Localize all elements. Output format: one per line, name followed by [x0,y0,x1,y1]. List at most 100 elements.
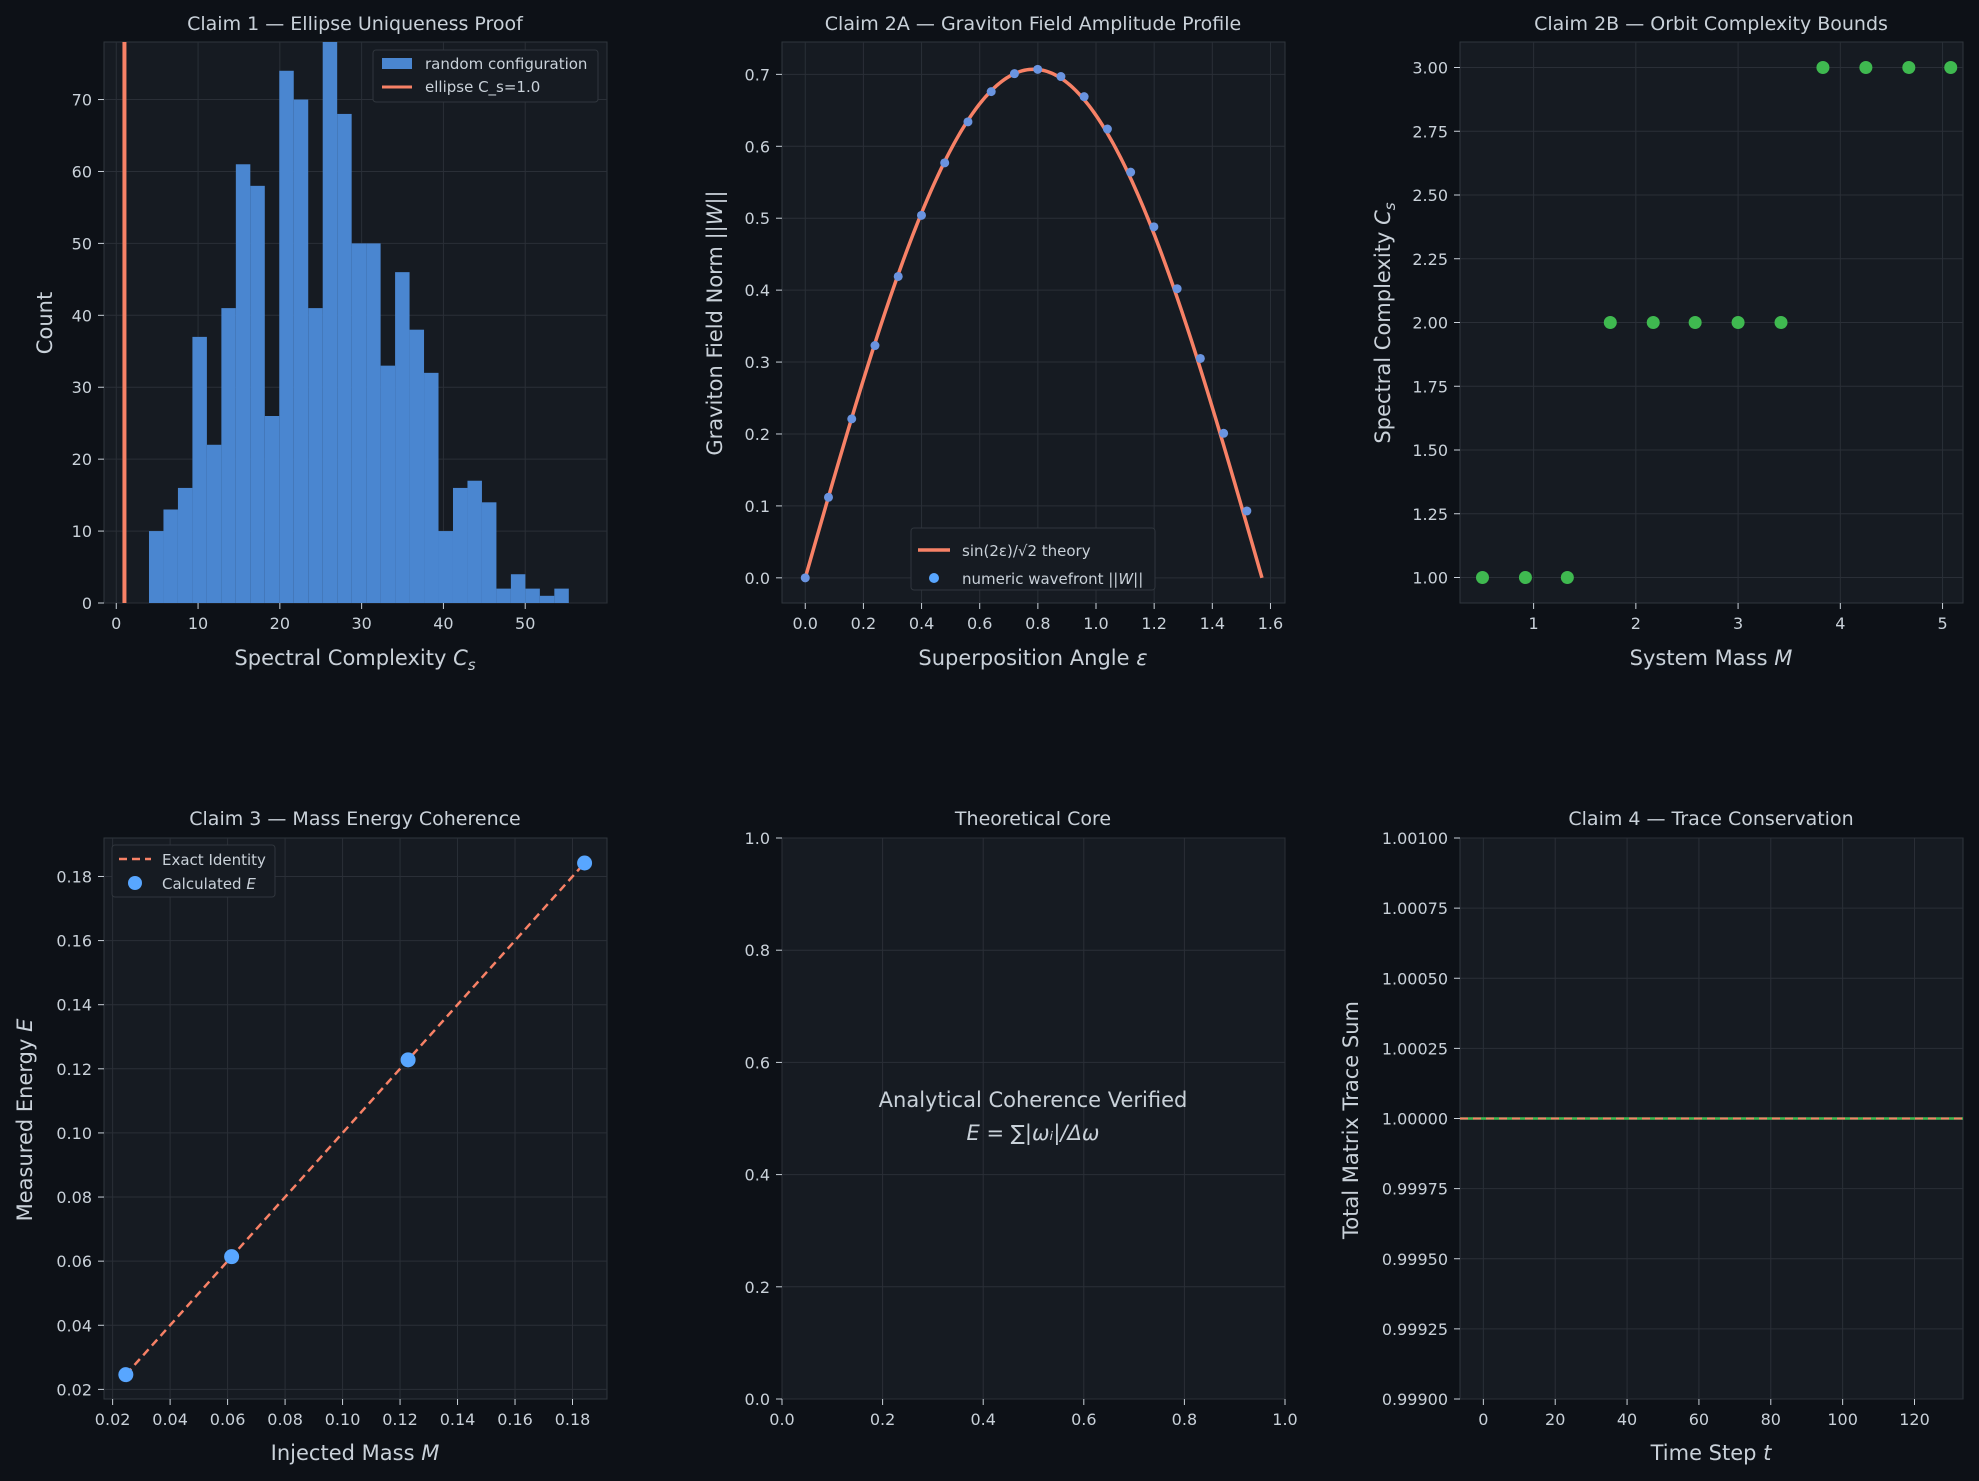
histogram-bar [510,574,526,603]
histogram-bar [481,502,497,603]
tick-labels: 0 20 40 60 80 100 120 0.99900 0.99925 0.99950 0.99… [1382,829,1930,1429]
y-tick-label: 0.08 [56,1188,92,1207]
x-tick-label: 2 [1631,614,1641,633]
y-tick-label: 1.00100 [1382,829,1448,848]
x-tick-label: 1.4 [1200,614,1225,633]
x-tick-label: 80 [1761,1410,1781,1429]
histogram-bar [148,531,164,603]
x-axis-label: Injected Mass M [271,1441,440,1465]
histogram-bar [395,272,410,603]
plot-area [781,837,1286,1400]
complexity-point [1475,571,1489,584]
x-tick-label: 1.2 [1141,614,1166,633]
y-axis-label: Spectral Complexity Cs [1371,202,1399,443]
x-tick-label: 20 [270,614,290,633]
histogram-bar [264,416,280,603]
histogram-bar [279,70,294,604]
y-tick-label: 0.3 [745,353,770,372]
grid [782,42,1285,603]
panel-claim3: 0.02 0.04 0.06 0.08 0.10 0.12 0.14 0.16 0.18 0.02… [13,808,608,1465]
numeric-point [940,158,950,168]
numeric-point [1242,506,1252,516]
numeric-point [1102,124,1112,134]
chart-title: Claim 1 — Ellipse Uniqueness Proof [187,13,524,35]
histogram-bar [192,336,207,603]
y-tick-label: 0.6 [745,1053,770,1072]
numeric-point [1009,69,1019,79]
y-tick-label: 0.99950 [1382,1250,1448,1269]
x-axis-label: Superposition Angle ε [918,646,1147,670]
complexity-point [1944,61,1958,74]
legend-box [910,527,1156,591]
y-tick-label: 0.16 [56,932,92,951]
legend-swatch-histogram [382,58,412,69]
grid [781,837,1286,1400]
complexity-point [1902,61,1916,74]
legend-box [111,844,276,898]
y-tick-label: 1.0 [745,829,770,848]
x-tick-label: 0.18 [555,1410,591,1429]
x-tick-label: 0.6 [967,614,992,633]
y-tick-label: 0.18 [56,867,92,886]
x-tick-label: 0.10 [325,1410,361,1429]
y-tick-label: 0.06 [56,1252,92,1271]
x-tick-label: 0 [1478,1410,1488,1429]
complexity-point [1646,316,1660,329]
y-tick-label: 0.7 [745,65,770,84]
histogram-bar [409,329,425,603]
x-axis-label: System Mass M [1630,646,1793,670]
numeric-point [1126,167,1136,177]
annotation-line-1: Analytical Coherence Verified [879,1088,1188,1112]
y-tick-label: 0.6 [745,137,770,156]
y-tick-label: 10 [72,522,92,541]
histogram-bar [337,113,352,603]
numeric-point [1149,222,1159,232]
x-tick-label: 1.0 [1083,614,1108,633]
x-tick-label: 0.8 [1172,1410,1197,1429]
x-tick-label: 0.2 [870,1410,895,1429]
numeric-point [1033,64,1043,74]
histogram-bar [366,243,381,603]
histogram-bar [177,487,193,603]
plot-area [781,41,1286,604]
numeric-point [963,117,973,127]
y-tick-label: 0.8 [745,941,770,960]
x-tick-label: 20 [1545,1410,1565,1429]
complexity-point [1859,61,1873,74]
histogram-bar [496,588,511,603]
y-tick-label: 1.75 [1412,377,1448,396]
x-axis-label: Time Step t [1650,1441,1773,1465]
y-tick-label: 0.02 [56,1380,92,1399]
histogram-bar [250,185,265,603]
histogram-bar [308,308,323,603]
numeric-point [823,492,833,502]
calculated-point [577,855,593,871]
y-axis-label: Count [33,292,57,354]
histogram-bar [322,42,338,603]
x-tick-label: 1.0 [1272,1410,1297,1429]
chart-title: Claim 2B — Orbit Complexity Bounds [1534,13,1888,35]
complexity-point [1816,61,1830,74]
tick-labels: 0.0 0.2 0.4 0.6 0.8 1.0 0.0 0.2 0.4 0.6 0.8 1.0 [745,829,1298,1429]
histogram-bar [163,509,178,603]
calculated-point [400,1052,416,1068]
x-tick-label: 0.12 [382,1410,418,1429]
histogram-bar [438,531,453,603]
y-tick-label: 0.12 [56,1060,92,1079]
x-tick-label: 100 [1827,1410,1858,1429]
y-tick-label: 2.25 [1412,250,1448,269]
legend-swatch-numeric [929,573,939,583]
legend: Exact Identity Calculated E [111,844,276,898]
chart-title: Claim 4 — Trace Conservation [1568,808,1853,830]
y-tick-label: 2.50 [1412,186,1448,205]
x-tick-label: 0.2 [851,614,876,633]
histogram-bar [235,164,251,603]
numeric-point [1195,353,1205,363]
tick-labels: 0.02 0.04 0.06 0.08 0.10 0.12 0.14 0.16 0.18 0.02… [56,867,590,1429]
y-tick-label: 0.4 [745,1166,770,1185]
histogram-bar [380,365,396,603]
x-tick-label: 50 [515,614,535,633]
x-tick-label: 10 [188,614,208,633]
x-tick-label: 0.6 [1071,1410,1096,1429]
histogram-bar [351,243,367,603]
